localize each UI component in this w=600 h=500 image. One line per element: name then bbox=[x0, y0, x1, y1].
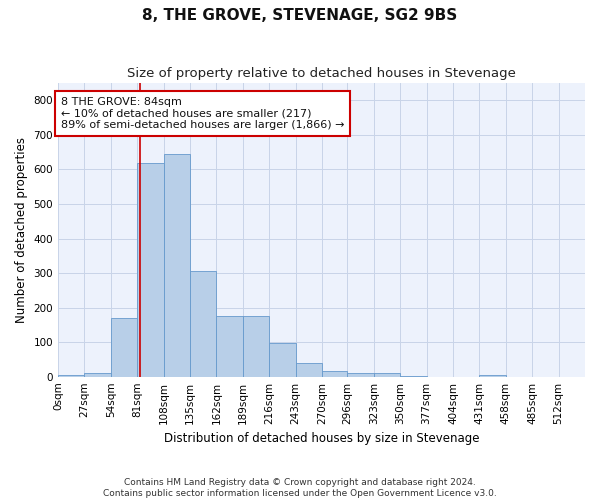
Y-axis label: Number of detached properties: Number of detached properties bbox=[15, 137, 28, 323]
Bar bbox=[137, 162, 164, 376]
Bar bbox=[296, 363, 322, 376]
Title: Size of property relative to detached houses in Stevenage: Size of property relative to detached ho… bbox=[127, 68, 516, 80]
Bar bbox=[374, 373, 400, 376]
Bar bbox=[322, 372, 347, 376]
Bar bbox=[217, 316, 243, 376]
Bar bbox=[85, 372, 111, 376]
Bar bbox=[58, 375, 85, 376]
Bar bbox=[347, 372, 374, 376]
Bar bbox=[269, 343, 296, 376]
Text: 8 THE GROVE: 84sqm
← 10% of detached houses are smaller (217)
89% of semi-detach: 8 THE GROVE: 84sqm ← 10% of detached hou… bbox=[61, 97, 344, 130]
Bar bbox=[190, 272, 217, 376]
X-axis label: Distribution of detached houses by size in Stevenage: Distribution of detached houses by size … bbox=[164, 432, 479, 445]
Text: Contains HM Land Registry data © Crown copyright and database right 2024.
Contai: Contains HM Land Registry data © Crown c… bbox=[103, 478, 497, 498]
Bar bbox=[479, 375, 506, 376]
Bar bbox=[164, 154, 190, 376]
Bar bbox=[243, 316, 269, 376]
Text: 8, THE GROVE, STEVENAGE, SG2 9BS: 8, THE GROVE, STEVENAGE, SG2 9BS bbox=[142, 8, 458, 22]
Bar bbox=[111, 318, 137, 376]
